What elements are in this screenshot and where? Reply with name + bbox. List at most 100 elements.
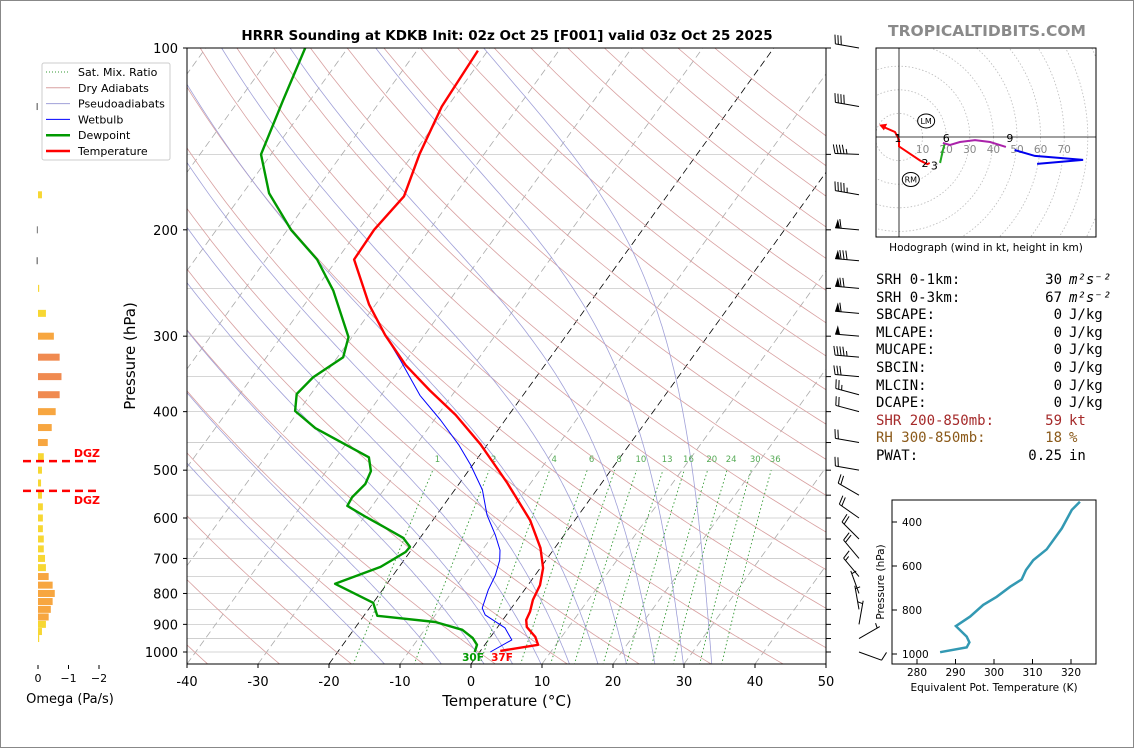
omega-bar	[38, 554, 46, 562]
omega-bar	[38, 545, 44, 553]
barb-full	[839, 249, 842, 260]
stat-label: SHR 200-850mb:	[876, 412, 995, 429]
wind-barb	[835, 218, 860, 231]
stat-label: SRH 0-1km:	[876, 272, 961, 288]
wind-barb	[858, 623, 881, 639]
y-tick-label: 100	[153, 42, 178, 57]
omega-bar	[38, 573, 49, 581]
isotherm-line	[187, 48, 491, 469]
barb-staff	[835, 374, 860, 378]
hodograph-ring-label: 60	[1034, 144, 1047, 156]
stat-label: SRH 0-3km:	[876, 289, 961, 306]
mixing-ratio-label: 4	[551, 455, 556, 465]
storm-motion-label: RM	[905, 175, 918, 184]
mixing-ratio-line	[721, 470, 772, 664]
wind-barb	[841, 513, 860, 540]
legend-label: Dry Adiabats	[78, 82, 149, 95]
dry-adiabat	[383, 48, 826, 425]
barb-staff	[843, 539, 860, 559]
mixing-ratio-line	[625, 470, 685, 664]
mixing-ratio-line	[550, 470, 616, 664]
wind-barb	[835, 302, 860, 314]
stat-label: PWAT:	[876, 447, 919, 464]
omega-bar	[38, 391, 60, 399]
stat-unit: m²s⁻²	[1069, 272, 1112, 288]
isotherm-line	[328, 48, 775, 664]
hodograph-height-label: 6	[943, 132, 950, 145]
wind-barb	[834, 181, 860, 196]
wind-barb	[854, 585, 861, 610]
pseudoadiabat	[289, 48, 656, 664]
isotherm-line	[187, 48, 562, 567]
omega-bar	[38, 525, 43, 533]
legend-label: Pseudoadiabats	[78, 98, 165, 111]
stat-label: MLCAPE:	[876, 324, 936, 341]
dry-adiabat	[493, 48, 826, 324]
mixing-ratio-label: 30	[750, 455, 761, 465]
omega-bar	[36, 226, 38, 234]
stat-label: SBCIN:	[876, 359, 927, 376]
stat-unit: J/kg	[1069, 377, 1103, 394]
dgz-label: DGZ	[74, 447, 100, 460]
thetae-x-tick-label: 280	[907, 667, 927, 679]
barb-full	[838, 144, 842, 154]
hodograph-height-label: 1	[894, 132, 901, 145]
thetae-x-tick-label: 300	[984, 667, 1004, 679]
legend-label: Dewpoint	[78, 129, 131, 142]
wind-barb	[835, 396, 860, 413]
stat-label: MLCIN:	[876, 377, 927, 394]
y-tick-label: 600	[153, 512, 178, 527]
omega-bar	[38, 479, 42, 487]
isotherm-line	[187, 48, 633, 664]
barb-full	[839, 219, 842, 229]
barb-full	[838, 495, 844, 505]
barb-staff	[854, 585, 860, 610]
mixing-ratio-line	[573, 470, 638, 664]
hodograph-arrow	[879, 123, 888, 131]
x-tick-label: -40	[176, 675, 197, 690]
hodograph-segment	[880, 124, 931, 166]
barb-staff	[843, 557, 860, 577]
omega-tick-label: −2	[91, 672, 107, 685]
storm-motion-marker	[901, 171, 920, 187]
hodograph-height-label: 9	[1006, 132, 1013, 145]
legend-label: Sat. Mix. Ratio	[78, 66, 158, 79]
y-tick-label: 900	[153, 618, 178, 633]
barb-staff	[835, 437, 860, 444]
hodograph-segment	[1014, 149, 1084, 165]
dry-adiabat	[346, 48, 826, 460]
omega-bar	[38, 564, 46, 572]
barb-staff	[835, 465, 860, 471]
barb-full	[843, 532, 850, 541]
dgz-label: DGZ	[74, 494, 100, 507]
dry-adiabat	[187, 329, 569, 664]
pseudoadiabat	[187, 226, 542, 664]
wetbulb-line	[384, 335, 513, 653]
omega-axis-title: Omega (Pa/s)	[26, 692, 114, 707]
stat-unit: J/kg	[1069, 342, 1103, 359]
surface-dewpoint-label: 30F	[462, 652, 484, 664]
skewt-axes: 30F 37F -40 -30 -20 -10 0 10 20 30 40 50 100 200 300 40…	[121, 42, 834, 710]
y-tick-label: 300	[153, 330, 178, 345]
skewt-profiles	[259, 48, 545, 653]
barb-staff	[858, 651, 882, 661]
stat-unit: J/kg	[1069, 395, 1103, 412]
barb-staff	[835, 190, 860, 196]
x-tick-label: -20	[318, 675, 339, 690]
hodograph-segment	[939, 142, 946, 164]
isotherm-line	[187, 48, 349, 272]
stat-value: 30	[1045, 272, 1062, 288]
wind-barb	[838, 495, 860, 519]
omega-bar	[38, 332, 54, 340]
x-tick-label: -30	[247, 675, 268, 690]
mixing-ratio-label: 10	[635, 455, 646, 465]
omega-bar	[38, 453, 44, 461]
stat-value: 59	[1045, 412, 1062, 429]
dry-adiabat	[187, 579, 281, 664]
legend: Sat. Mix. Ratio Dry Adiabats Pseudoadiabat…	[41, 62, 171, 161]
wind-barbs	[832, 34, 887, 661]
wind-barb	[843, 550, 860, 577]
wind-barb	[857, 600, 864, 625]
hodograph-height-label: 2	[921, 157, 928, 170]
